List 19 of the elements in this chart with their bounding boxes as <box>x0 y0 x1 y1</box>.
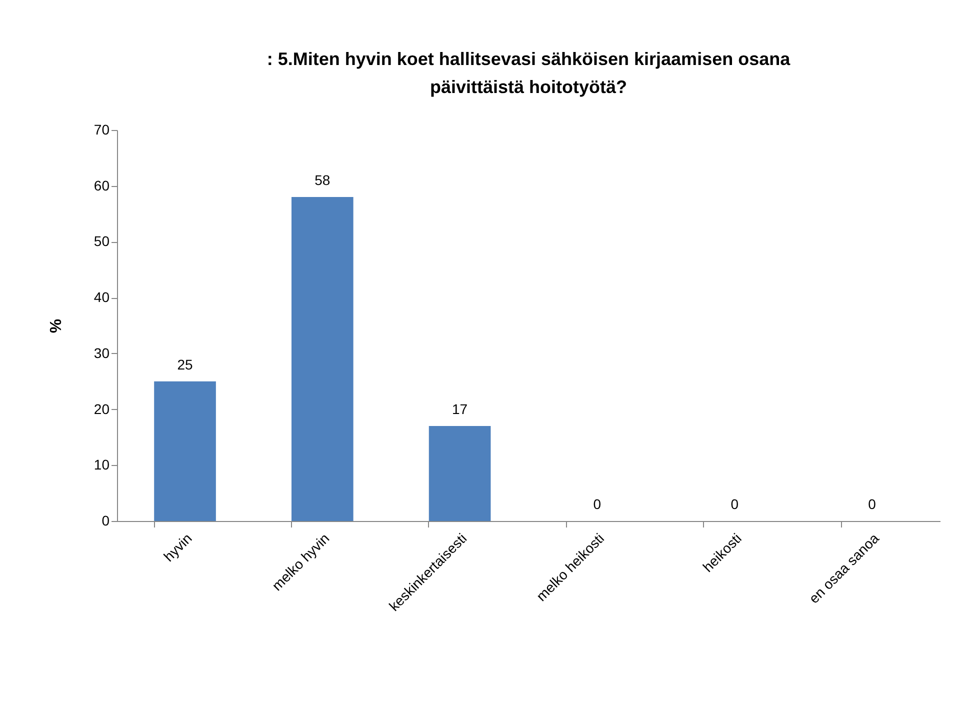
y-tick-label: 60 <box>94 177 110 194</box>
y-tick-label: 10 <box>94 456 110 473</box>
y-tick-label: 70 <box>94 122 110 138</box>
y-axis-title: % <box>48 318 65 334</box>
chart-title: : 5.Miten hyvin koet hallitsevasi sähköisen kirjaamisen osana päivittäistä hoitotyötä? <box>266 49 792 97</box>
y-tick-label: 50 <box>94 233 110 250</box>
y-tick-label: 20 <box>94 400 110 417</box>
bar <box>428 426 491 521</box>
y-tick-label: 30 <box>94 344 110 361</box>
data-label: 0 <box>730 496 739 512</box>
bar <box>291 197 354 521</box>
data-label: 25 <box>177 356 194 372</box>
y-tick-label: 40 <box>94 289 110 306</box>
y-tick-label: 0 <box>102 512 110 528</box>
bar <box>154 381 216 521</box>
data-label: 0 <box>868 496 876 512</box>
data-label: 0 <box>593 496 602 512</box>
data-label: 17 <box>452 401 468 418</box>
data-label: 58 <box>314 172 330 188</box>
